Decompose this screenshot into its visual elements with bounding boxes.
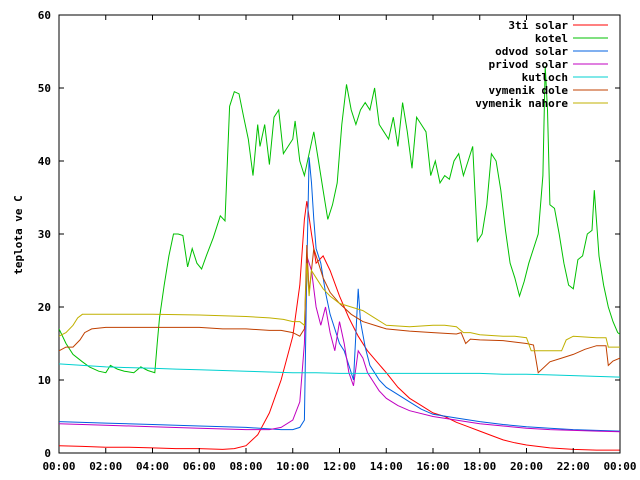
x-tick-label: 06:00 <box>183 460 216 473</box>
x-tick-label: 02:00 <box>89 460 122 473</box>
axis-ticks: 00:00 02:00 04:00 06:00 08:00 10:00 12:00 14:00… <box>38 9 637 473</box>
y-tick-label: 0 <box>44 447 51 460</box>
legend-label: kutloch <box>522 71 568 84</box>
y-tick-label: 30 <box>38 228 51 241</box>
x-tick-label: 20:00 <box>510 460 543 473</box>
series-line-kutloch <box>59 363 620 378</box>
series-line-vymenik-dole <box>59 244 620 374</box>
y-tick-label: 20 <box>38 301 51 314</box>
legend-label: vymenik nahore <box>475 97 568 110</box>
series-line-privod-solar <box>59 255 620 433</box>
series-line-odvod-solar <box>59 157 620 432</box>
x-tick-label: 00:00 <box>603 460 636 473</box>
y-axis-label: teplota ve C <box>12 195 25 274</box>
y-tick-label: 40 <box>38 155 51 168</box>
series-lines <box>59 66 620 451</box>
x-tick-label: 22:00 <box>557 460 590 473</box>
legend-label: 3ti solar <box>508 19 568 32</box>
x-tick-label: 12:00 <box>323 460 356 473</box>
legend-label: kotel <box>535 32 568 45</box>
legend-label: odvod solar <box>495 45 568 58</box>
x-tick-label: 00:00 <box>42 460 75 473</box>
series-line-3ti-solar <box>59 201 620 451</box>
legend-label: privod solar <box>489 58 569 71</box>
x-tick-label: 14:00 <box>370 460 403 473</box>
x-tick-label: 10:00 <box>276 460 309 473</box>
y-tick-label: 60 <box>38 9 51 22</box>
legend-label: vymenik dole <box>489 84 569 97</box>
series-line-vymenik-nahore <box>59 263 620 352</box>
x-tick-label: 18:00 <box>463 460 496 473</box>
y-tick-label: 10 <box>38 374 51 387</box>
x-tick-label: 04:00 <box>136 460 169 473</box>
x-tick-label: 08:00 <box>229 460 262 473</box>
y-tick-label: 50 <box>38 82 51 95</box>
x-tick-label: 16:00 <box>416 460 449 473</box>
series-line-kotel <box>59 66 620 374</box>
